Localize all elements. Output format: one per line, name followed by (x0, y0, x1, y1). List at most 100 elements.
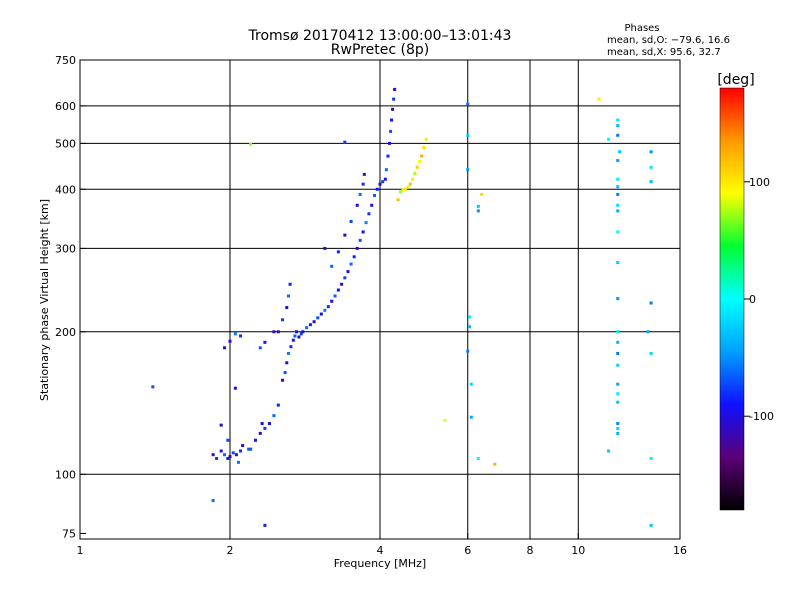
data-point (493, 462, 497, 466)
colorbar-label: [deg] (717, 72, 754, 88)
data-point (616, 426, 620, 430)
data-point (616, 185, 620, 189)
data-point (276, 330, 280, 334)
y-tick-label: 400 (55, 183, 76, 196)
data-point (340, 282, 344, 286)
data-point (323, 308, 327, 312)
data-point (370, 203, 374, 207)
data-point (616, 209, 620, 213)
data-point (249, 447, 253, 451)
data-point (231, 451, 235, 455)
data-point (226, 456, 230, 460)
colorbar-ticks: 100 0 -100 (744, 176, 774, 423)
data-point (468, 325, 472, 329)
data-point (323, 246, 327, 250)
data-point (616, 382, 620, 386)
data-point (288, 282, 292, 286)
data-point (616, 159, 620, 163)
y-tick-label: 500 (55, 137, 76, 150)
data-point (301, 330, 305, 334)
data-point (466, 349, 470, 353)
data-point (316, 316, 320, 320)
plot-area: 1 2 4 6 8 10 16 75 100 200 300 400 500 600 750 (55, 54, 687, 557)
data-point (466, 168, 470, 172)
data-point (346, 270, 350, 274)
data-point (616, 297, 620, 301)
data-point (349, 262, 353, 266)
data-point (469, 415, 473, 419)
data-point (312, 320, 316, 324)
data-point (211, 453, 215, 457)
data-point (469, 382, 473, 386)
data-point (396, 198, 400, 202)
data-point (336, 250, 340, 254)
data-point (362, 172, 366, 176)
data-point (616, 261, 620, 265)
data-point (239, 449, 243, 453)
y-tick-label: 300 (55, 242, 76, 255)
data-point (401, 188, 405, 192)
data-point (649, 456, 653, 460)
data-point (390, 118, 394, 122)
y-axis-label: Stationary phase Virtual Height [km] (38, 199, 51, 401)
data-point (616, 124, 620, 128)
data-point (616, 203, 620, 207)
x-tick-label: 4 (377, 544, 384, 557)
data-point (355, 246, 359, 250)
phase-stats-title: Phases (624, 23, 659, 34)
data-point (286, 294, 290, 298)
data-point (649, 351, 653, 355)
data-point (236, 460, 240, 464)
chart-title: Tromsø 20170412 13:00:00–13:01:43 (248, 28, 512, 44)
x-tick-label: 1 (77, 544, 84, 557)
y-tick-label: 750 (55, 54, 76, 67)
data-point (258, 431, 262, 435)
data-point (406, 185, 410, 189)
data-point (476, 209, 480, 213)
data-point (373, 194, 377, 198)
data-point (228, 339, 232, 343)
data-point (466, 133, 470, 137)
data-point (649, 301, 653, 305)
x-tick-label: 16 (673, 544, 687, 557)
data-point (330, 264, 334, 268)
data-point (383, 177, 387, 181)
data-point (646, 330, 650, 334)
colorbar-tick-label: 100 (749, 176, 770, 189)
data-point (420, 154, 424, 158)
data-point (233, 386, 237, 390)
data-point (228, 455, 232, 459)
data-point (597, 97, 601, 101)
colorbar-tick-label: -100 (749, 410, 774, 423)
data-point (361, 230, 365, 234)
data-point (415, 165, 419, 169)
data-point (299, 332, 303, 336)
data-point (408, 182, 412, 186)
data-points (151, 87, 653, 527)
data-point (361, 182, 365, 186)
data-point (253, 438, 257, 442)
data-point (480, 192, 484, 196)
data-point (358, 238, 362, 242)
data-point (234, 453, 238, 457)
colorbar: [deg] 100 0 -100 (717, 72, 774, 511)
data-point (649, 165, 653, 169)
data-point (352, 255, 356, 259)
data-point (607, 449, 611, 453)
data-point (276, 403, 280, 407)
chart-subtitle: RwPretec (8p) (331, 42, 429, 58)
data-point (389, 129, 393, 133)
data-point (616, 133, 620, 137)
data-point (466, 102, 470, 106)
data-point (239, 334, 243, 338)
data-point (223, 346, 227, 350)
data-point (233, 332, 237, 336)
data-point (649, 523, 653, 527)
data-point (378, 182, 382, 186)
data-point (333, 294, 337, 298)
data-point (305, 326, 309, 330)
data-point (219, 423, 223, 427)
data-point (330, 299, 334, 303)
colorbar-gradient (719, 87, 745, 511)
